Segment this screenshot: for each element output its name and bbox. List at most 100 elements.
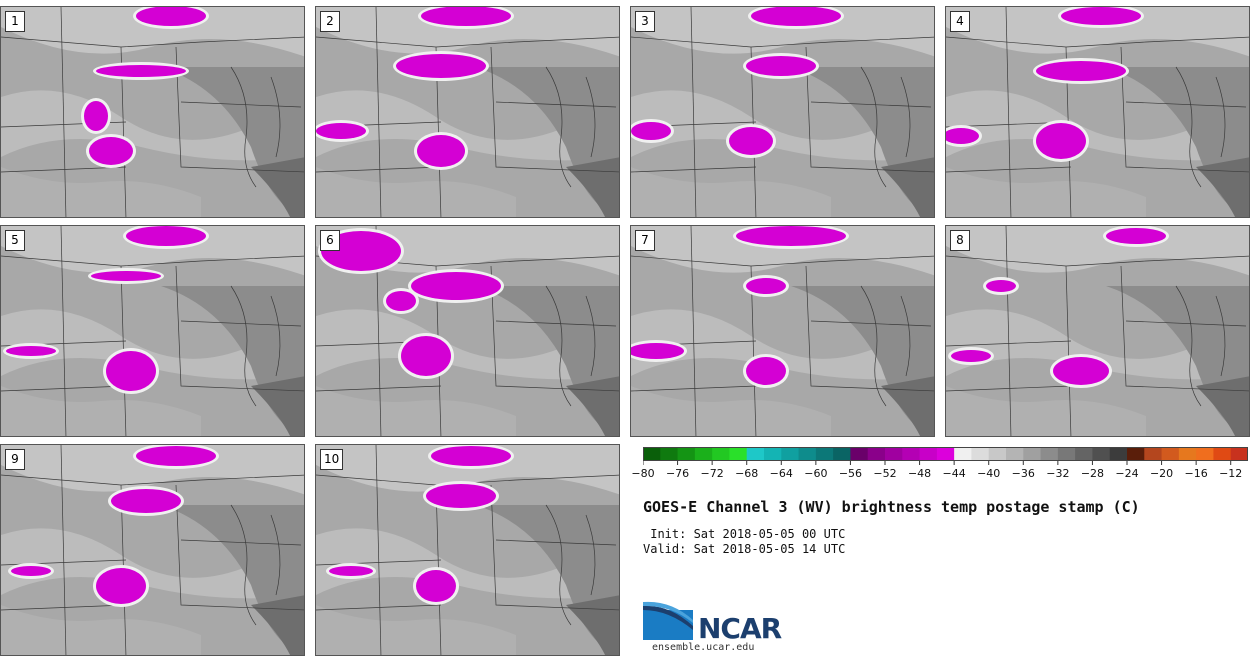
init-time: Init: Sat 2018-05-05 00 UTC <box>643 527 846 541</box>
panel-7: 7 <box>630 225 935 437</box>
wv-band-south <box>1 167 201 217</box>
boundary-line <box>1 166 127 173</box>
colorbar-segment <box>1127 447 1145 461</box>
panel-5: 5 <box>0 225 305 437</box>
cold-cloud-blob <box>1036 123 1086 159</box>
colorbar-segment <box>660 447 679 461</box>
panel-map-3 <box>631 7 934 217</box>
wv-band-light <box>631 226 934 276</box>
boundary-line <box>270 514 281 596</box>
wv-band-south <box>946 386 1146 436</box>
panel-map-10 <box>316 445 619 655</box>
cold-cloud-blob <box>329 566 373 576</box>
panel-9: 9 <box>0 444 305 656</box>
boundary-line <box>810 320 932 327</box>
boundary-line <box>316 385 442 392</box>
boundary-line <box>1175 285 1202 407</box>
panel-map-7 <box>631 226 934 436</box>
panel-number-label: 9 <box>5 449 25 470</box>
colorbar-segment <box>677 447 696 461</box>
boundary-line <box>60 7 67 217</box>
colorbar-segment <box>1144 447 1163 461</box>
wv-band-light <box>1 226 304 276</box>
wv-band-light <box>316 445 619 495</box>
panel-number-label: 10 <box>320 449 344 470</box>
cold-cloud-blob <box>746 278 786 294</box>
colorbar-tick-label: −48 <box>907 467 932 480</box>
colorbar-tick-label: −12 <box>1219 467 1243 480</box>
boundary-line <box>631 385 757 392</box>
colorbar-segment <box>936 447 955 461</box>
panel-number-label: 7 <box>635 230 655 251</box>
colorbar-segment <box>833 447 851 461</box>
boundary-line <box>316 166 442 173</box>
boundary-line <box>316 559 442 566</box>
boundary-line <box>1125 320 1247 327</box>
panel-map-8 <box>946 226 1249 436</box>
cold-cloud-blob <box>951 350 991 362</box>
colorbar-segment <box>988 447 1007 461</box>
boundary-line <box>900 76 911 158</box>
boundary-line <box>490 46 619 173</box>
cold-cloud-blob <box>986 280 1016 292</box>
wv-band-darkest <box>881 157 934 217</box>
boundary-line <box>631 36 934 48</box>
cold-cloud-blob <box>321 231 401 271</box>
cold-cloud-blob <box>631 122 671 140</box>
boundary-line <box>946 36 1249 48</box>
boundary-line <box>175 265 304 392</box>
boundary-line <box>60 445 67 655</box>
wv-band-darkest <box>566 595 619 655</box>
boundary-line <box>690 226 697 436</box>
boundary-line <box>545 66 572 188</box>
boundary-line <box>1 474 304 486</box>
wv-band-south <box>1 605 201 655</box>
boundary-line <box>1005 7 1012 217</box>
colorbar-segment <box>971 447 990 461</box>
cold-cloud-blob <box>96 65 186 77</box>
boundary-line <box>946 166 1072 173</box>
colorbar-tick-label: −16 <box>1184 467 1208 480</box>
wv-band-south <box>631 386 831 436</box>
colorbar-segment <box>885 447 903 461</box>
colorbar-tick-label: −40 <box>977 467 1001 480</box>
boundary-line <box>230 504 257 626</box>
boundary-line <box>946 255 1249 267</box>
boundary-line <box>810 101 932 108</box>
chart-title: GOES-E Channel 3 (WV) brightness temp po… <box>643 498 1140 516</box>
colorbar-segment <box>1161 447 1180 461</box>
cold-cloud-blob <box>746 56 816 76</box>
colorbar-tick-label: −76 <box>665 467 690 480</box>
wv-band-mid <box>1 528 304 599</box>
boundary-line <box>1120 265 1249 392</box>
cold-cloud-blob <box>746 357 786 385</box>
boundary-line <box>495 101 617 108</box>
cold-cloud-blob <box>411 272 501 300</box>
panel-map-4 <box>946 7 1249 217</box>
wv-band-darkest <box>881 376 934 436</box>
cold-cloud-blob <box>751 7 841 26</box>
colorbar-segment <box>1057 447 1076 461</box>
boundary-line <box>375 445 382 655</box>
panel-map-5 <box>1 226 304 436</box>
boundary-line <box>545 285 572 407</box>
wv-band-south <box>316 386 516 436</box>
boundary-line <box>545 504 572 626</box>
colorbar-segment <box>1040 447 1059 461</box>
colorbar-segment <box>1006 447 1024 461</box>
boundary-line <box>805 46 934 173</box>
boundary-line <box>1005 226 1012 436</box>
colorbar-segment <box>1092 447 1111 461</box>
logo-text: NCAR <box>698 612 782 645</box>
wv-band-south <box>631 167 831 217</box>
colorbar-tick-label: −60 <box>804 467 828 480</box>
boundary-line <box>270 295 281 377</box>
wv-band-darkest <box>251 595 304 655</box>
cold-cloud-blob <box>1106 228 1166 244</box>
colorbar-segment <box>815 447 834 461</box>
wv-band-darkest <box>251 157 304 217</box>
panel-10: 10 <box>315 444 620 656</box>
panel-number-label: 3 <box>635 11 655 32</box>
colorbar-segment <box>954 447 972 461</box>
colorbar-outline <box>643 447 1248 461</box>
